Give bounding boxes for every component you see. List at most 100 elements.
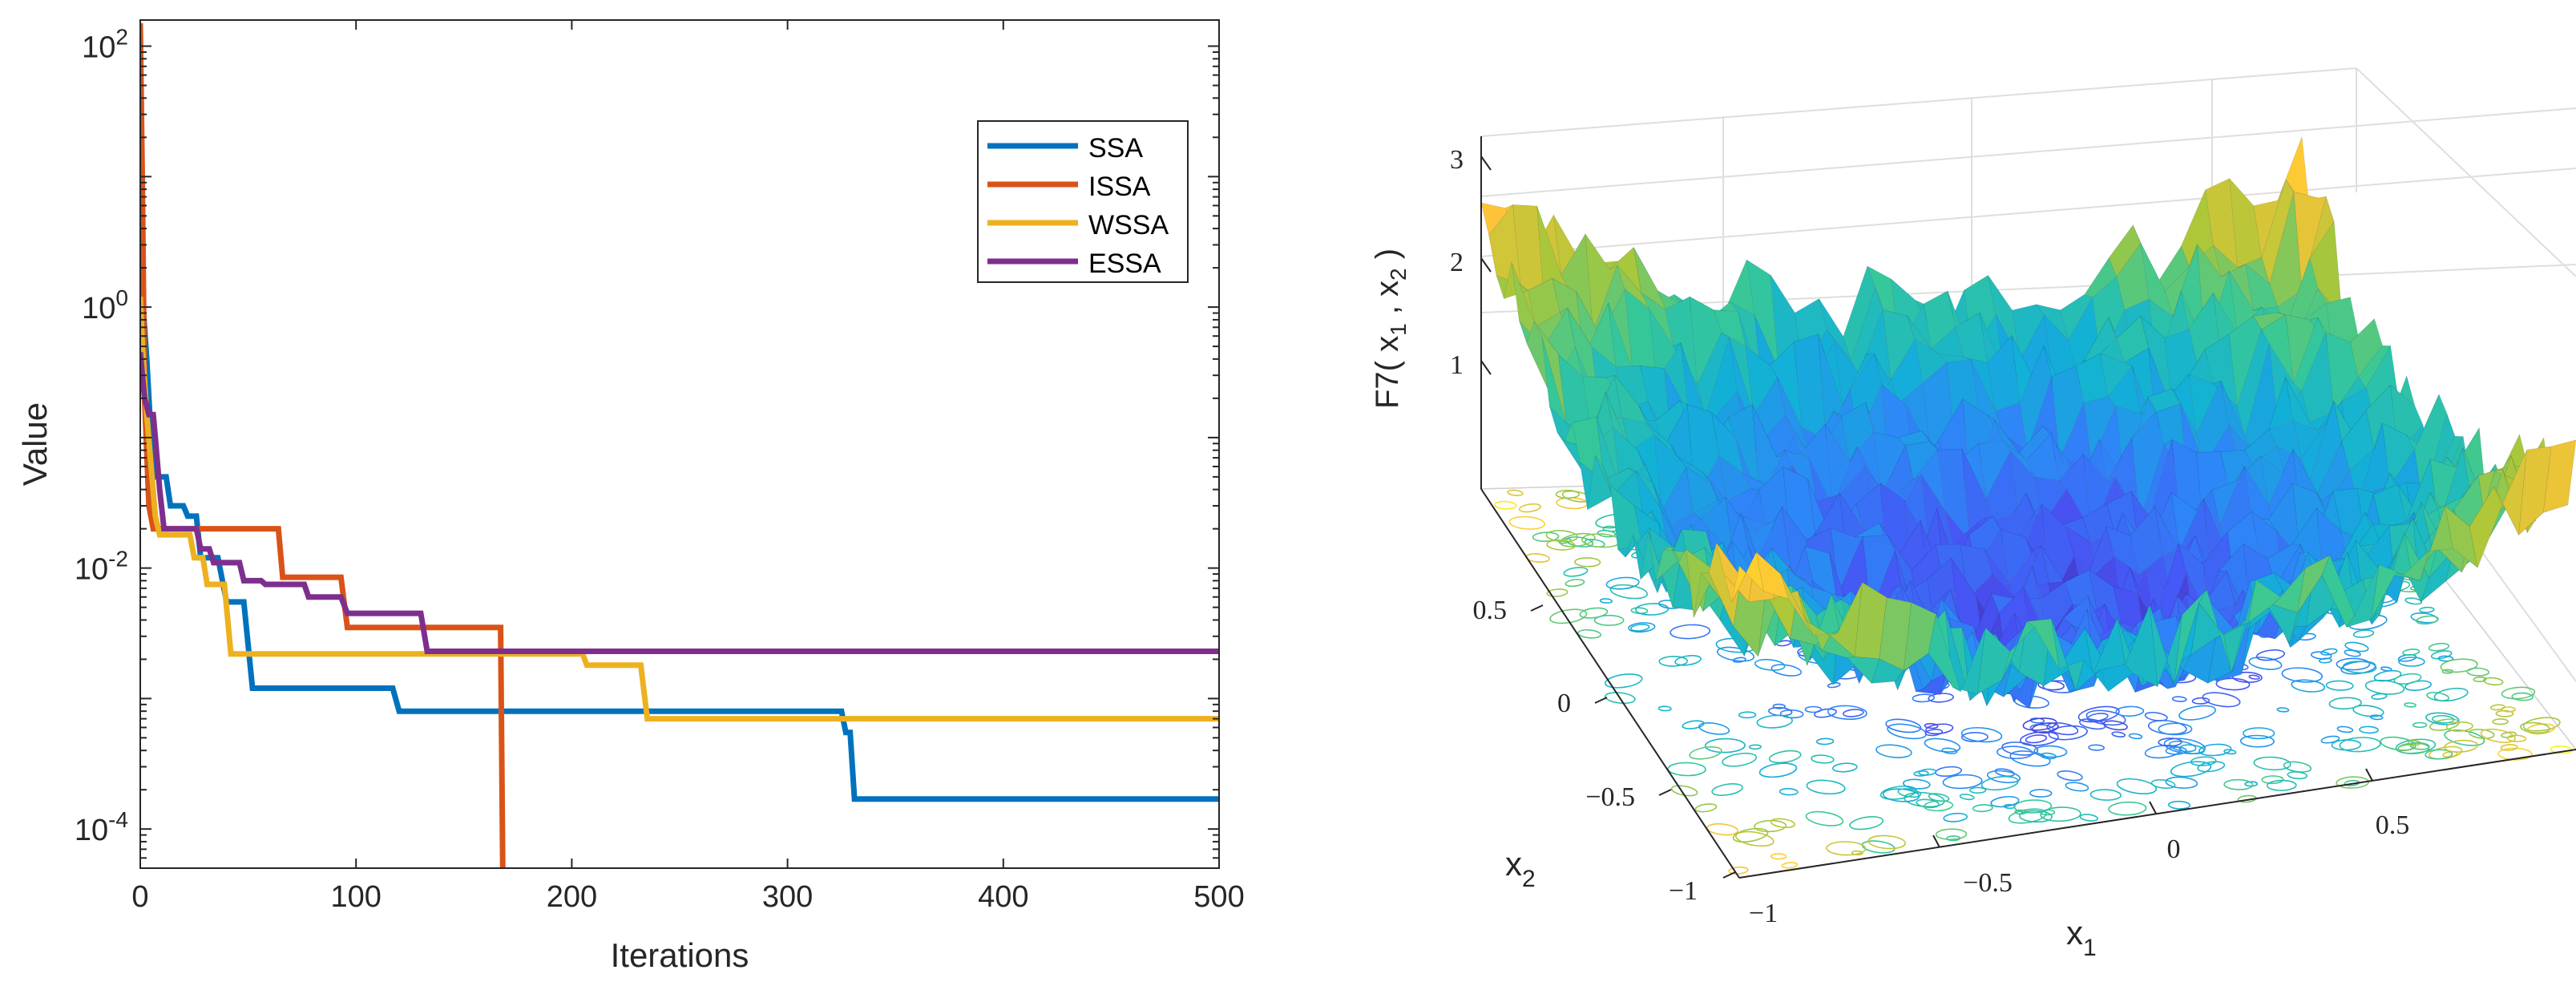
contour-line: [1827, 705, 1867, 720]
contour-line: [2089, 789, 2122, 801]
surface-face: [2357, 345, 2392, 389]
contour-line: [1734, 830, 1775, 847]
contour-line: [2116, 778, 2158, 794]
contour-line: [1565, 536, 1594, 548]
contour-line: [1770, 664, 1803, 677]
x-tick-label: 0: [131, 880, 148, 914]
contour-line: [2281, 667, 2324, 683]
contour-line: [2441, 669, 2454, 674]
x-tick-label: 100: [330, 880, 381, 914]
contour-line: [1605, 673, 1643, 689]
contour-line: [2243, 727, 2275, 740]
contour-line: [2373, 669, 2402, 682]
contour-line: [1689, 746, 1722, 760]
contour-line: [2339, 737, 2381, 753]
contour-line: [1558, 538, 1572, 544]
contour-line: [2328, 697, 2362, 710]
contour-line: [2033, 745, 2068, 758]
contour-line: [1670, 624, 1711, 640]
contour-line: [2412, 721, 2428, 729]
legend-label-wssa: WSSA: [1088, 210, 1169, 240]
contour-line: [1770, 853, 1787, 860]
contour-line: [1674, 655, 1702, 666]
contour-line: [2444, 729, 2485, 746]
contour-line: [1545, 530, 1578, 543]
contour-line: [2065, 782, 2089, 792]
contour-line: [2158, 737, 2182, 747]
contour-line: [2402, 649, 2421, 656]
x2-tick-0.5: 0.5: [1473, 596, 1508, 625]
contour-line: [1959, 794, 1975, 801]
contour-line: [1706, 822, 1738, 836]
z-axis: [1480, 136, 1492, 489]
contour-line: [1941, 747, 1958, 754]
x1-tick-minus-1: −1: [1749, 899, 1778, 928]
convergence-chart: 0 100 200 300 400 500 102 100 10-2 10-4 Iteration…: [16, 19, 1245, 974]
series-line-essa: [140, 352, 1219, 654]
x1-tick-0.5: 0.5: [2376, 810, 2410, 840]
contour-line: [1968, 786, 1987, 794]
contour-line: [2029, 789, 2053, 798]
contour-line: [1758, 762, 1798, 778]
contour-line: [2057, 770, 2083, 782]
contour-line: [2178, 705, 2216, 721]
contour-line: [2197, 761, 2226, 773]
contour-line: [1918, 768, 1937, 776]
contour-line: [2398, 657, 2425, 667]
x2-tick-0: 0: [1557, 689, 1571, 718]
contour-line: [2404, 702, 2417, 708]
contour-line: [2088, 744, 2105, 751]
contour-line: [2202, 692, 2241, 708]
contour-line: [2232, 671, 2263, 683]
contour-line: [1851, 850, 1863, 856]
contour-line: [2336, 725, 2354, 733]
contour-line: [2171, 696, 2187, 702]
contour-line: [1657, 705, 1672, 712]
contour-line: [2468, 729, 2495, 739]
contour-line: [2255, 649, 2285, 661]
x1-tick-0: 0: [2167, 834, 2181, 864]
z-axis-label: F7( x1 , x2 ): [1370, 249, 1411, 409]
contour-line: [2466, 667, 2489, 677]
contour-line: [1972, 804, 1993, 813]
contour-line: [2352, 705, 2384, 717]
contour-line: [1574, 557, 1601, 568]
contour-line: [2198, 743, 2232, 757]
contour-line: [2128, 733, 2143, 740]
contour-line: [1532, 531, 1560, 543]
contour-line: [2191, 697, 2211, 705]
contour-line: [2239, 734, 2275, 748]
contour-line: [1546, 588, 1569, 597]
contour-line: [2165, 776, 2198, 789]
contour-line: [2397, 744, 2415, 752]
contour-line: [2444, 739, 2478, 753]
contour-line: [1732, 827, 1769, 843]
x-tick-label: 300: [762, 880, 813, 914]
contour-line: [2046, 722, 2079, 736]
contour-line: [1546, 539, 1576, 551]
contour-line: [2492, 718, 2509, 725]
series-line-wssa: [140, 297, 1219, 722]
y-axis-label: Value: [16, 402, 54, 486]
contour-line: [2031, 722, 2059, 733]
contour-line: [2102, 720, 2128, 731]
contour-line: [2344, 641, 2369, 653]
surface-face: [2414, 394, 2448, 503]
contour-line: [2144, 711, 2168, 721]
contour-line: [2167, 800, 2191, 810]
x1-axis-label: x1: [2066, 914, 2097, 961]
contour-line: [2480, 728, 2516, 743]
surface-face: [2542, 439, 2576, 513]
contour-line: [1770, 818, 1795, 828]
contour-line: [1698, 722, 1730, 735]
contour-line: [2352, 629, 2375, 638]
contour-line: [1628, 622, 1656, 633]
contour-line: [2526, 723, 2556, 735]
contour-line: [1738, 711, 1757, 719]
contour-line: [1811, 754, 1835, 764]
contour-line: [2111, 731, 2126, 737]
contour-line: [1630, 624, 1650, 632]
x-tick-label: 200: [547, 880, 597, 914]
contour-line: [1728, 866, 1749, 875]
x2-tick-minus-0.5: −0.5: [1585, 782, 1635, 812]
